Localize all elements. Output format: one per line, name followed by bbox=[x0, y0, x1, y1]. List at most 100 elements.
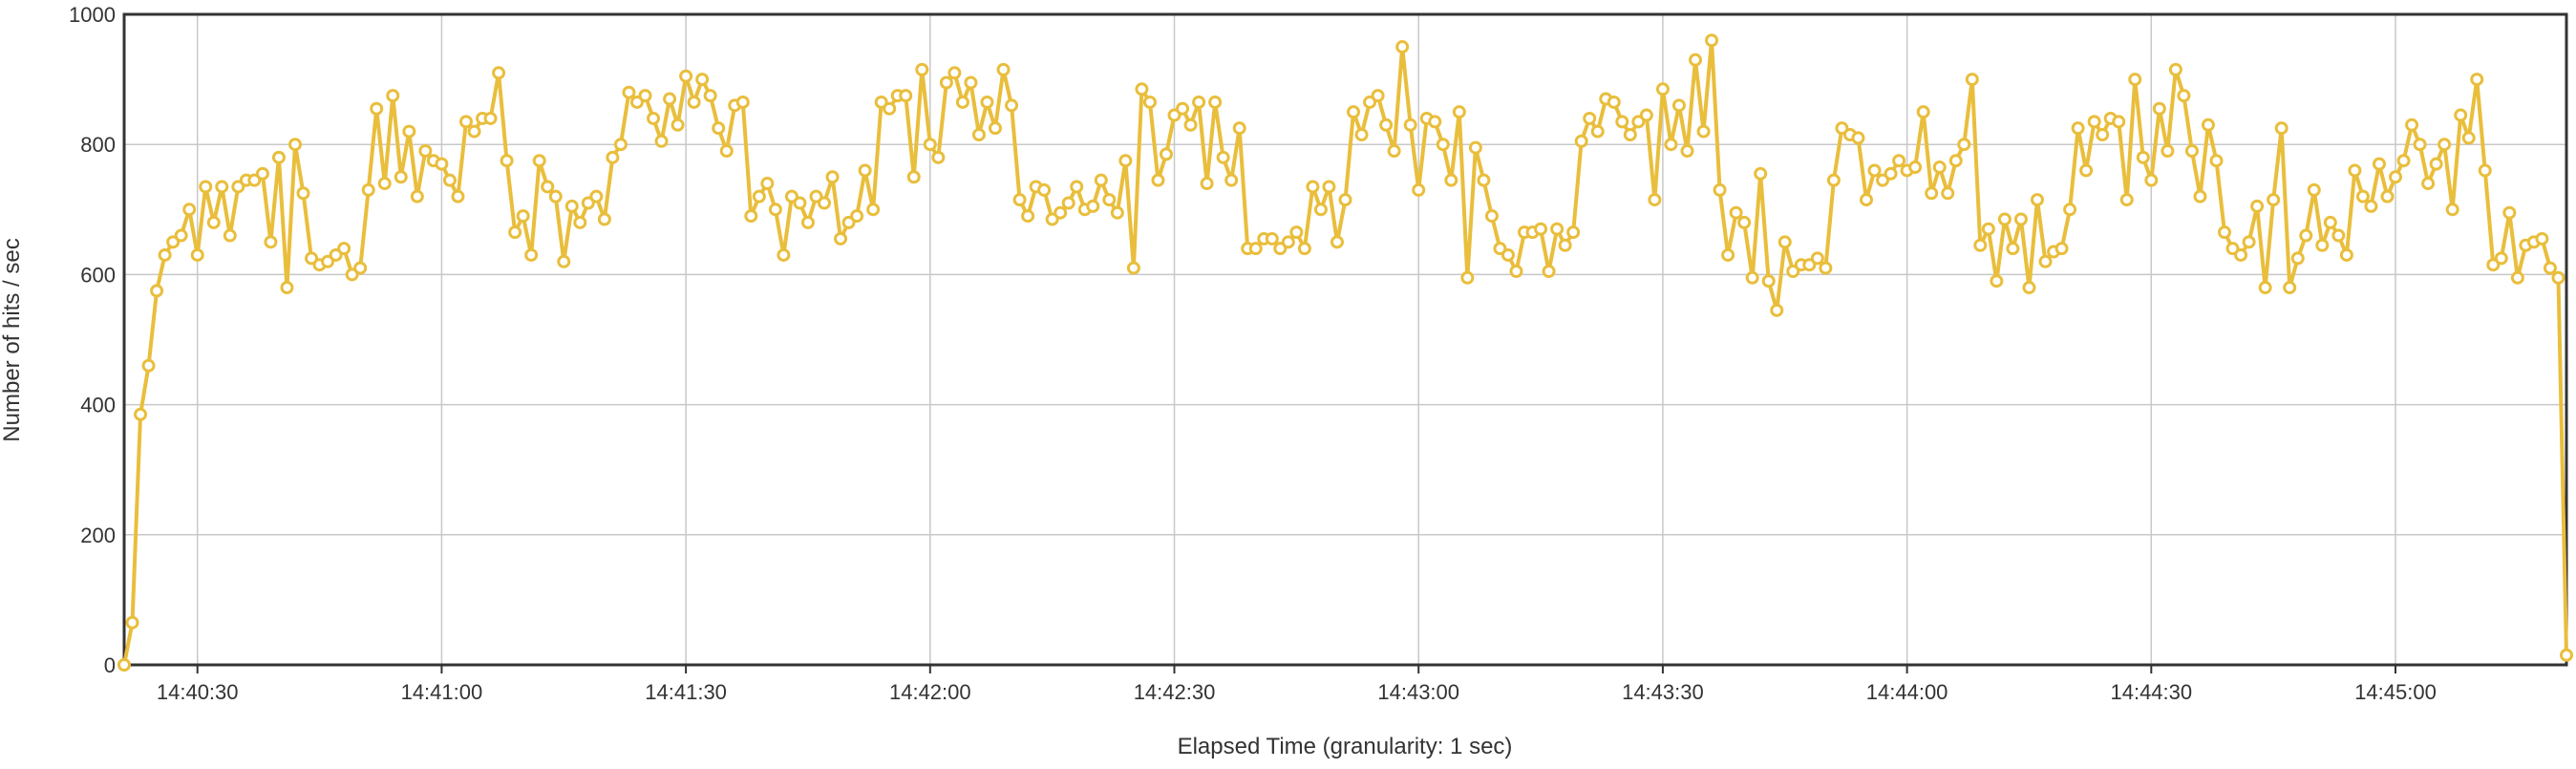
data-point bbox=[1925, 186, 1939, 201]
data-point bbox=[638, 89, 652, 103]
data-point bbox=[2315, 238, 2330, 252]
data-point bbox=[1615, 115, 1629, 129]
data-point bbox=[1371, 89, 1385, 103]
data-point bbox=[744, 209, 758, 224]
data-point bbox=[989, 121, 1002, 136]
data-point bbox=[858, 163, 872, 178]
data-point bbox=[199, 180, 213, 194]
data-point bbox=[923, 138, 937, 152]
data-point bbox=[2290, 251, 2305, 266]
data-point bbox=[361, 182, 375, 197]
data-point bbox=[679, 69, 693, 83]
data-point bbox=[141, 358, 156, 373]
data-point bbox=[850, 209, 864, 224]
data-point bbox=[296, 186, 310, 201]
data-point bbox=[622, 85, 636, 99]
data-point bbox=[980, 95, 994, 109]
data-point bbox=[1054, 205, 1068, 220]
data-point bbox=[1086, 199, 1100, 213]
data-point bbox=[1192, 95, 1206, 109]
data-point bbox=[1151, 173, 1165, 187]
data-point bbox=[1468, 140, 1482, 155]
data-point bbox=[581, 196, 595, 210]
data-point bbox=[174, 228, 188, 243]
data-point bbox=[1224, 173, 1239, 187]
data-point bbox=[597, 212, 611, 226]
data-point bbox=[647, 111, 661, 125]
data-point bbox=[2454, 108, 2468, 122]
data-point bbox=[2209, 154, 2224, 168]
data-point bbox=[654, 134, 669, 148]
data-point bbox=[2380, 189, 2395, 203]
data-point bbox=[418, 144, 433, 159]
x-tick-label: 14:41:30 bbox=[645, 680, 727, 704]
data-point bbox=[2486, 258, 2501, 272]
data-point bbox=[2307, 182, 2321, 197]
data-point bbox=[1639, 108, 1653, 122]
data-point bbox=[402, 124, 416, 139]
data-point bbox=[564, 199, 579, 213]
data-point bbox=[2429, 157, 2443, 171]
data-point bbox=[1607, 95, 1621, 109]
data-point bbox=[1395, 40, 1410, 54]
data-point bbox=[1183, 117, 1198, 132]
data-point bbox=[337, 242, 351, 256]
x-axis-title: Elapsed Time (granularity: 1 sec) bbox=[1178, 734, 1513, 759]
data-point bbox=[305, 251, 319, 266]
data-point bbox=[1819, 261, 1833, 275]
data-point bbox=[2551, 270, 2565, 285]
data-point bbox=[2348, 163, 2362, 178]
data-point bbox=[1493, 242, 1507, 256]
data-point bbox=[2013, 212, 2028, 226]
data-point bbox=[280, 281, 294, 295]
data-point bbox=[800, 215, 815, 229]
data-point bbox=[508, 225, 522, 240]
data-point bbox=[394, 170, 408, 184]
data-point bbox=[247, 173, 262, 187]
data-point bbox=[1509, 265, 1523, 278]
data-point bbox=[1289, 225, 1304, 240]
data-point bbox=[1135, 82, 1149, 96]
x-tick-label: 14:42:00 bbox=[889, 680, 971, 704]
data-point bbox=[1867, 163, 1882, 178]
data-point bbox=[1859, 193, 1873, 207]
data-point bbox=[1558, 238, 1572, 252]
x-axis-ticks: 14:40:30 14:41:00 14:41:30 14:42:00 14:42:30… bbox=[157, 665, 2437, 704]
data-point bbox=[134, 407, 148, 421]
data-point bbox=[1338, 193, 1352, 207]
data-point bbox=[1477, 173, 1491, 187]
data-point bbox=[410, 189, 424, 203]
data-point bbox=[1330, 235, 1344, 249]
data-point bbox=[1778, 235, 1792, 249]
data-point bbox=[516, 209, 530, 224]
data-point bbox=[1005, 98, 1019, 113]
data-point bbox=[931, 150, 946, 164]
data-point bbox=[1851, 131, 1865, 145]
data-point bbox=[1745, 270, 1759, 285]
data-point bbox=[1208, 95, 1223, 109]
data-point bbox=[719, 144, 734, 159]
data-point bbox=[2405, 117, 2419, 132]
data-point bbox=[215, 180, 229, 194]
y-tick-label: 0 bbox=[104, 653, 116, 677]
data-point bbox=[629, 95, 644, 109]
data-point bbox=[557, 254, 571, 268]
data-point bbox=[687, 95, 701, 109]
y-axis-ticks: 0 200 400 600 800 1000 bbox=[69, 3, 116, 677]
data-point bbox=[1110, 205, 1124, 220]
data-point bbox=[1534, 222, 1548, 236]
data-point bbox=[1232, 121, 1246, 136]
data-point bbox=[1061, 196, 1075, 210]
data-point bbox=[1412, 182, 1426, 197]
data-point bbox=[1835, 121, 1849, 136]
data-point bbox=[906, 170, 921, 184]
data-point bbox=[1444, 173, 1458, 187]
data-point bbox=[2112, 115, 2126, 129]
data-point bbox=[1094, 173, 1108, 187]
data-point bbox=[1981, 222, 1995, 236]
data-point bbox=[971, 127, 986, 141]
data-point bbox=[760, 177, 775, 191]
data-point bbox=[2258, 281, 2272, 295]
data-point bbox=[2445, 203, 2459, 217]
data-point bbox=[2323, 215, 2337, 229]
